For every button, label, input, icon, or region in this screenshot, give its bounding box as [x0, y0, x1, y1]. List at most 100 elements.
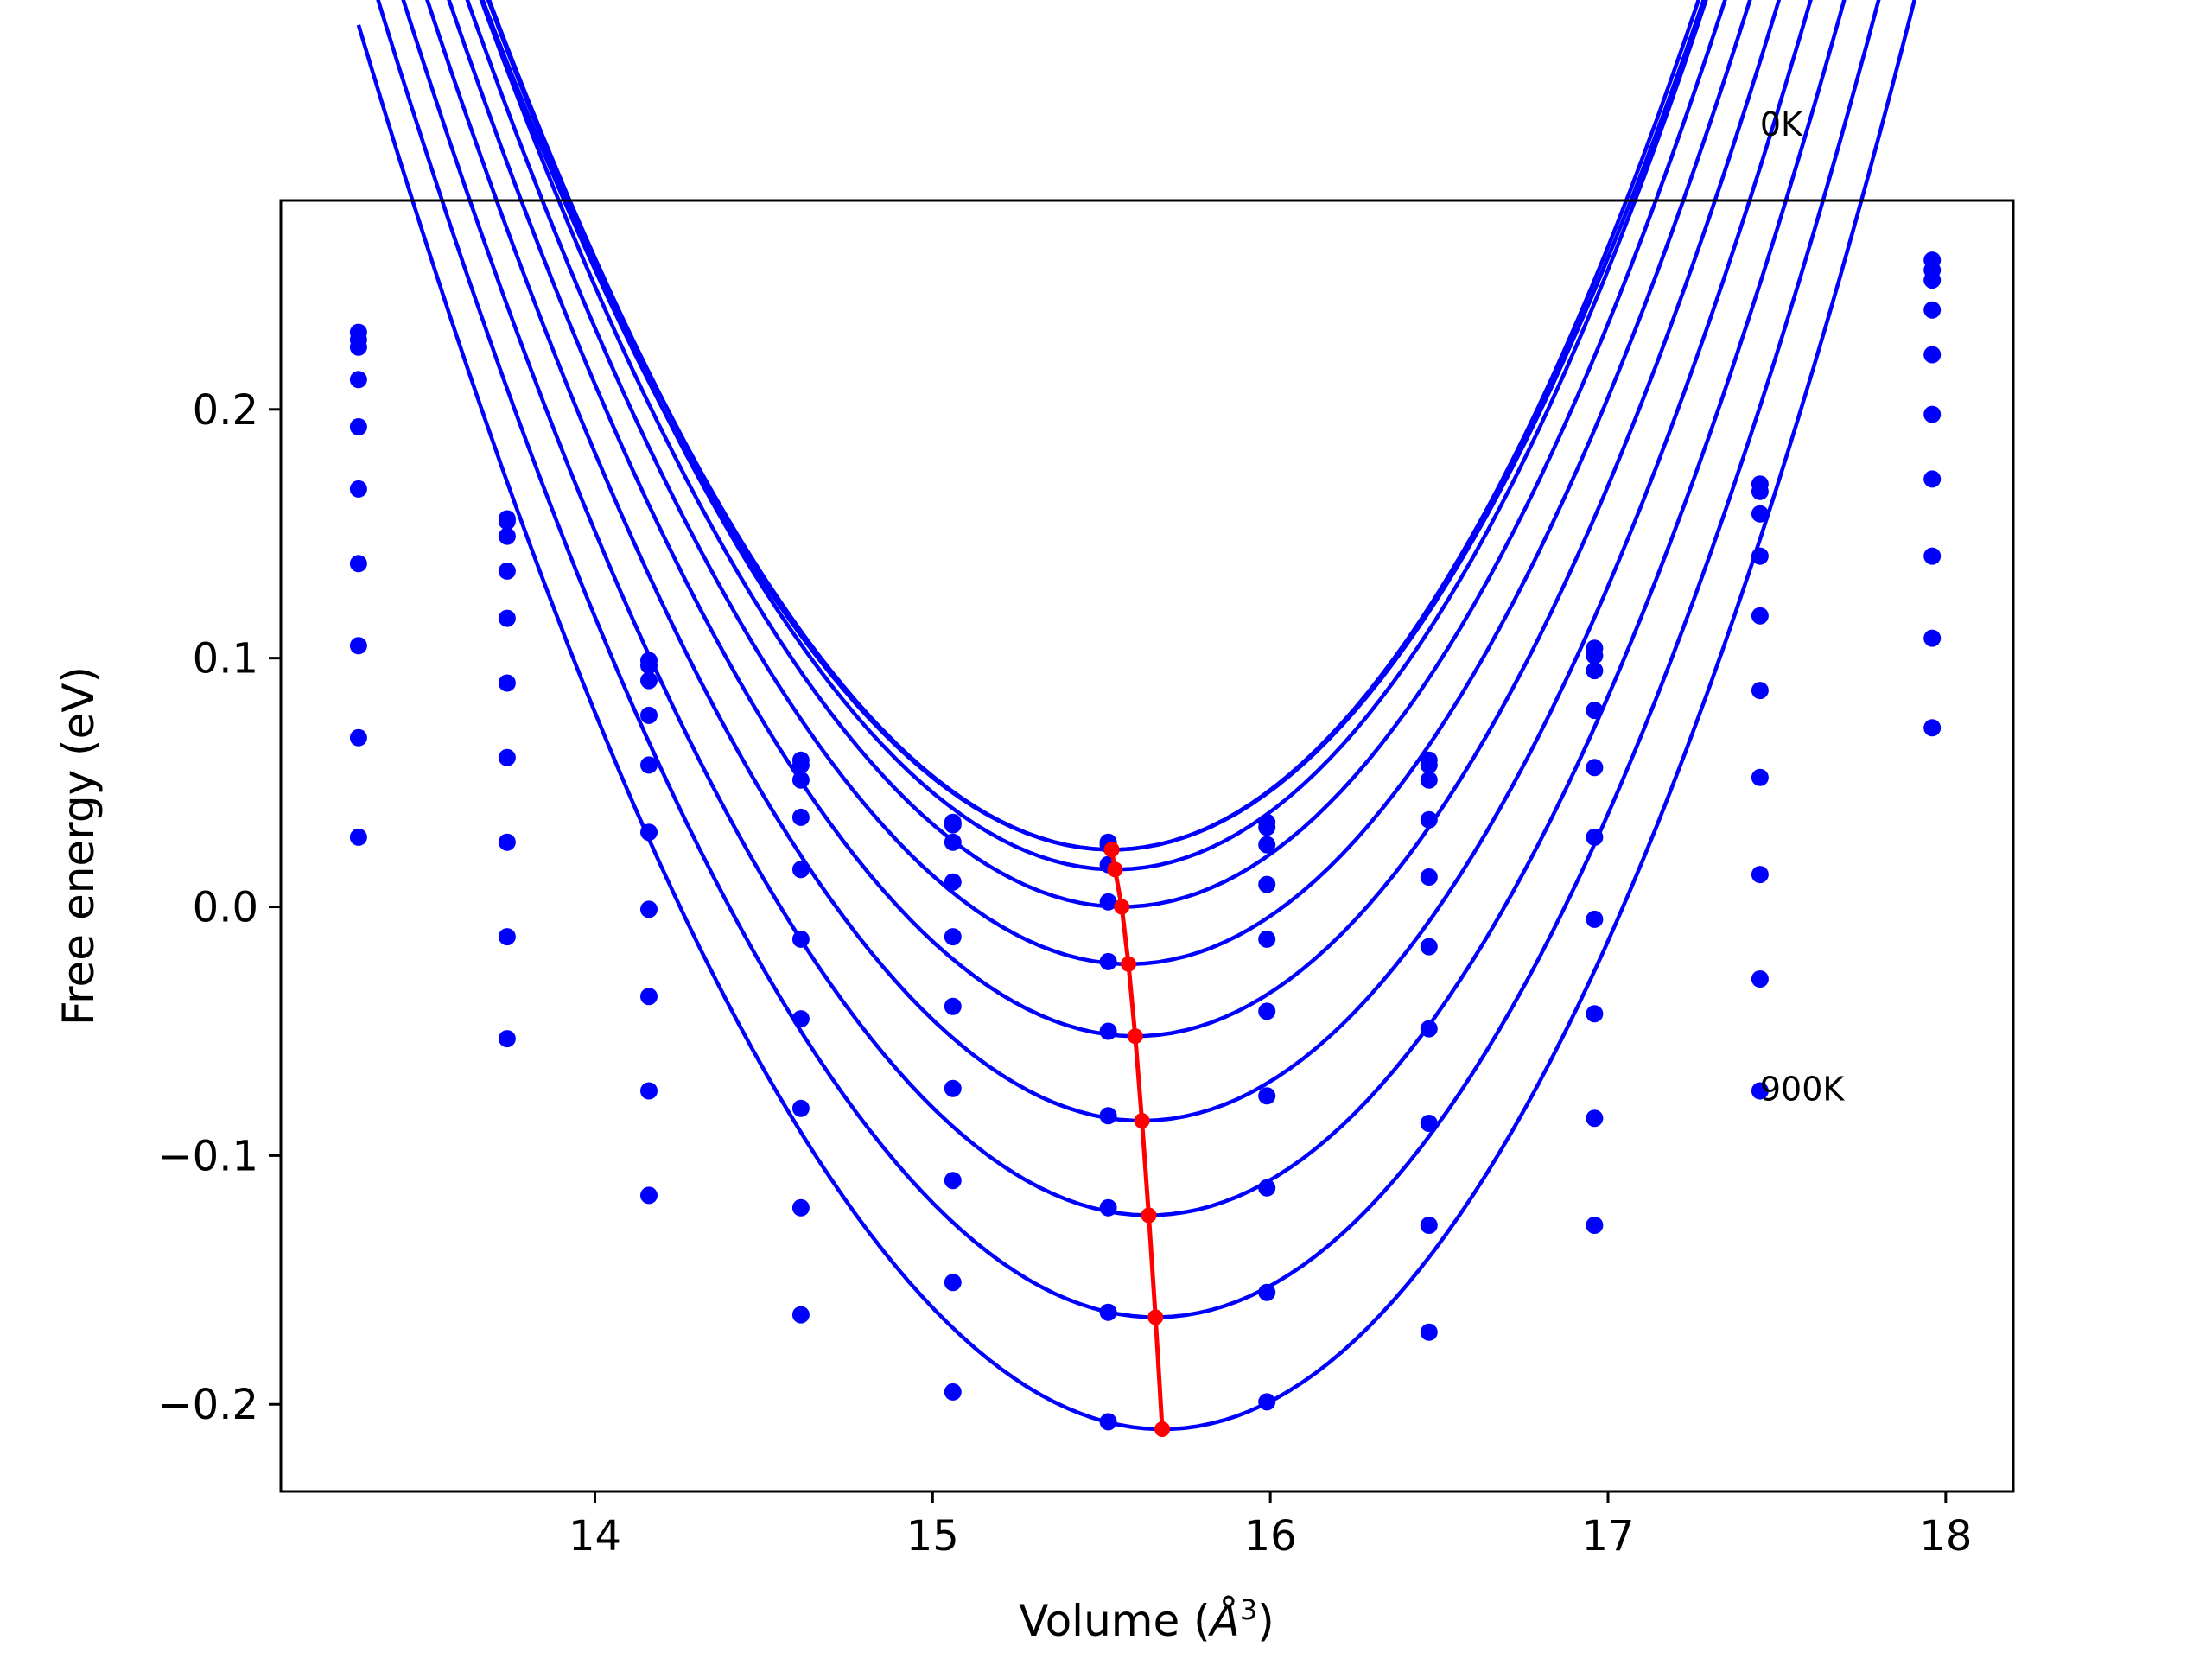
data-point-600K: [1099, 1107, 1117, 1125]
data-point-800K: [640, 1082, 658, 1100]
data-point-800K: [1586, 1109, 1604, 1128]
data-point-400K: [1099, 952, 1117, 970]
data-point-700K: [1420, 1115, 1438, 1132]
data-point-300K: [349, 371, 367, 389]
data-point-500K: [1923, 405, 1942, 423]
data-point-700K: [640, 988, 658, 1006]
data-point-700K: [1258, 1179, 1276, 1197]
data-point-600K: [349, 555, 367, 573]
annotations: 0K 900K: [1760, 105, 1846, 1109]
data-point-600K: [1258, 1087, 1276, 1105]
data-point-600K: [1420, 1020, 1438, 1038]
annotation-label: 900K: [1760, 1071, 1846, 1109]
fit-curve-800K: [376, 0, 1881, 1319]
minimum-point: [1103, 842, 1120, 858]
x-tick-label: 15: [906, 1512, 959, 1560]
data-point-300K: [640, 706, 658, 724]
x-axis-ticks: 14 15 16 17 18: [569, 1491, 1972, 1560]
data-point-100K: [1420, 756, 1438, 774]
data-point-900K: [1420, 1323, 1438, 1341]
data-point-400K: [498, 609, 516, 627]
data-point-900K: [640, 1186, 658, 1205]
data-point-300K: [1420, 810, 1438, 829]
data-point-700K: [944, 1172, 962, 1190]
data-point-100K: [944, 816, 962, 834]
minimum-point: [1114, 899, 1130, 915]
data-point-400K: [1586, 759, 1604, 777]
data-point-600K: [640, 900, 658, 918]
data-point-800K: [791, 1198, 810, 1217]
data-points: [349, 251, 1942, 1431]
data-point-500K: [640, 823, 658, 842]
data-point-800K: [1099, 1303, 1117, 1321]
data-point-700K: [349, 637, 367, 655]
data-point-900K: [944, 1382, 962, 1401]
data-point-700K: [1751, 866, 1769, 884]
data-point-100K: [1751, 482, 1769, 500]
y-tick-label: 0.2: [193, 386, 258, 435]
data-point-300K: [1923, 301, 1942, 319]
data-point-900K: [1586, 1217, 1604, 1234]
fit-curves: [356, 0, 1916, 1432]
minimum-point: [1134, 1113, 1150, 1129]
data-point-200K: [349, 338, 367, 356]
data-point-300K: [1099, 893, 1117, 911]
minima-curve: [1109, 849, 1165, 1430]
minimum-point: [1154, 1421, 1171, 1437]
y-tick-label: −0.2: [157, 1381, 258, 1429]
data-point-900K: [498, 1030, 516, 1048]
data-point-400K: [1258, 930, 1276, 948]
data-point-600K: [498, 748, 516, 766]
data-point-600K: [944, 1079, 962, 1097]
data-point-100K: [1586, 646, 1604, 664]
data-point-900K: [1258, 1393, 1276, 1411]
data-point-600K: [1586, 910, 1604, 928]
x-tick-label: 17: [1581, 1512, 1634, 1560]
x-axis-label: Volume (Å3): [1019, 1593, 1274, 1646]
data-point-500K: [498, 674, 516, 692]
data-point-300K: [1586, 702, 1604, 720]
data-point-500K: [1099, 1022, 1117, 1040]
data-point-600K: [791, 1010, 810, 1028]
y-axis-label: Free energy (eV): [54, 666, 104, 1026]
data-point-400K: [1420, 868, 1438, 886]
data-point-500K: [1258, 1002, 1276, 1020]
fit-curve-400K: [465, 0, 1752, 966]
data-point-500K: [1586, 828, 1604, 846]
data-point-700K: [791, 1099, 810, 1117]
data-point-200K: [791, 771, 810, 789]
minimum-point: [1141, 1207, 1157, 1224]
data-point-400K: [1751, 607, 1769, 625]
data-point-100K: [640, 657, 658, 675]
minimum-point: [1107, 861, 1123, 878]
data-point-500K: [944, 997, 962, 1015]
data-point-900K: [1099, 1413, 1117, 1431]
data-point-200K: [640, 671, 658, 690]
data-point-800K: [349, 728, 367, 747]
data-point-300K: [944, 873, 962, 891]
y-tick-label: 0.1: [193, 635, 258, 683]
data-point-900K: [1923, 719, 1942, 737]
fit-curve-300K: [479, 0, 1727, 909]
data-point-800K: [1923, 629, 1942, 647]
data-point-200K: [1751, 505, 1769, 523]
data-point-500K: [1751, 682, 1769, 700]
data-point-800K: [1751, 970, 1769, 988]
fit-curve-500K: [447, 0, 1782, 1039]
y-tick-label: −0.1: [157, 1132, 258, 1180]
data-point-100K: [791, 756, 810, 774]
minimum-point: [1121, 956, 1136, 972]
data-point-700K: [1586, 1005, 1604, 1023]
data-point-300K: [1751, 547, 1769, 565]
data-point-700K: [498, 833, 516, 851]
data-point-900K: [791, 1306, 810, 1324]
data-point-600K: [1751, 768, 1769, 786]
data-point-400K: [640, 756, 658, 774]
data-point-400K: [1923, 346, 1942, 364]
annotation-label: 0K: [1760, 105, 1803, 143]
data-point-200K: [1420, 771, 1438, 789]
y-tick-label: 0.0: [193, 884, 258, 932]
fit-curve-900K: [356, 0, 1916, 1432]
data-point-300K: [791, 808, 810, 826]
